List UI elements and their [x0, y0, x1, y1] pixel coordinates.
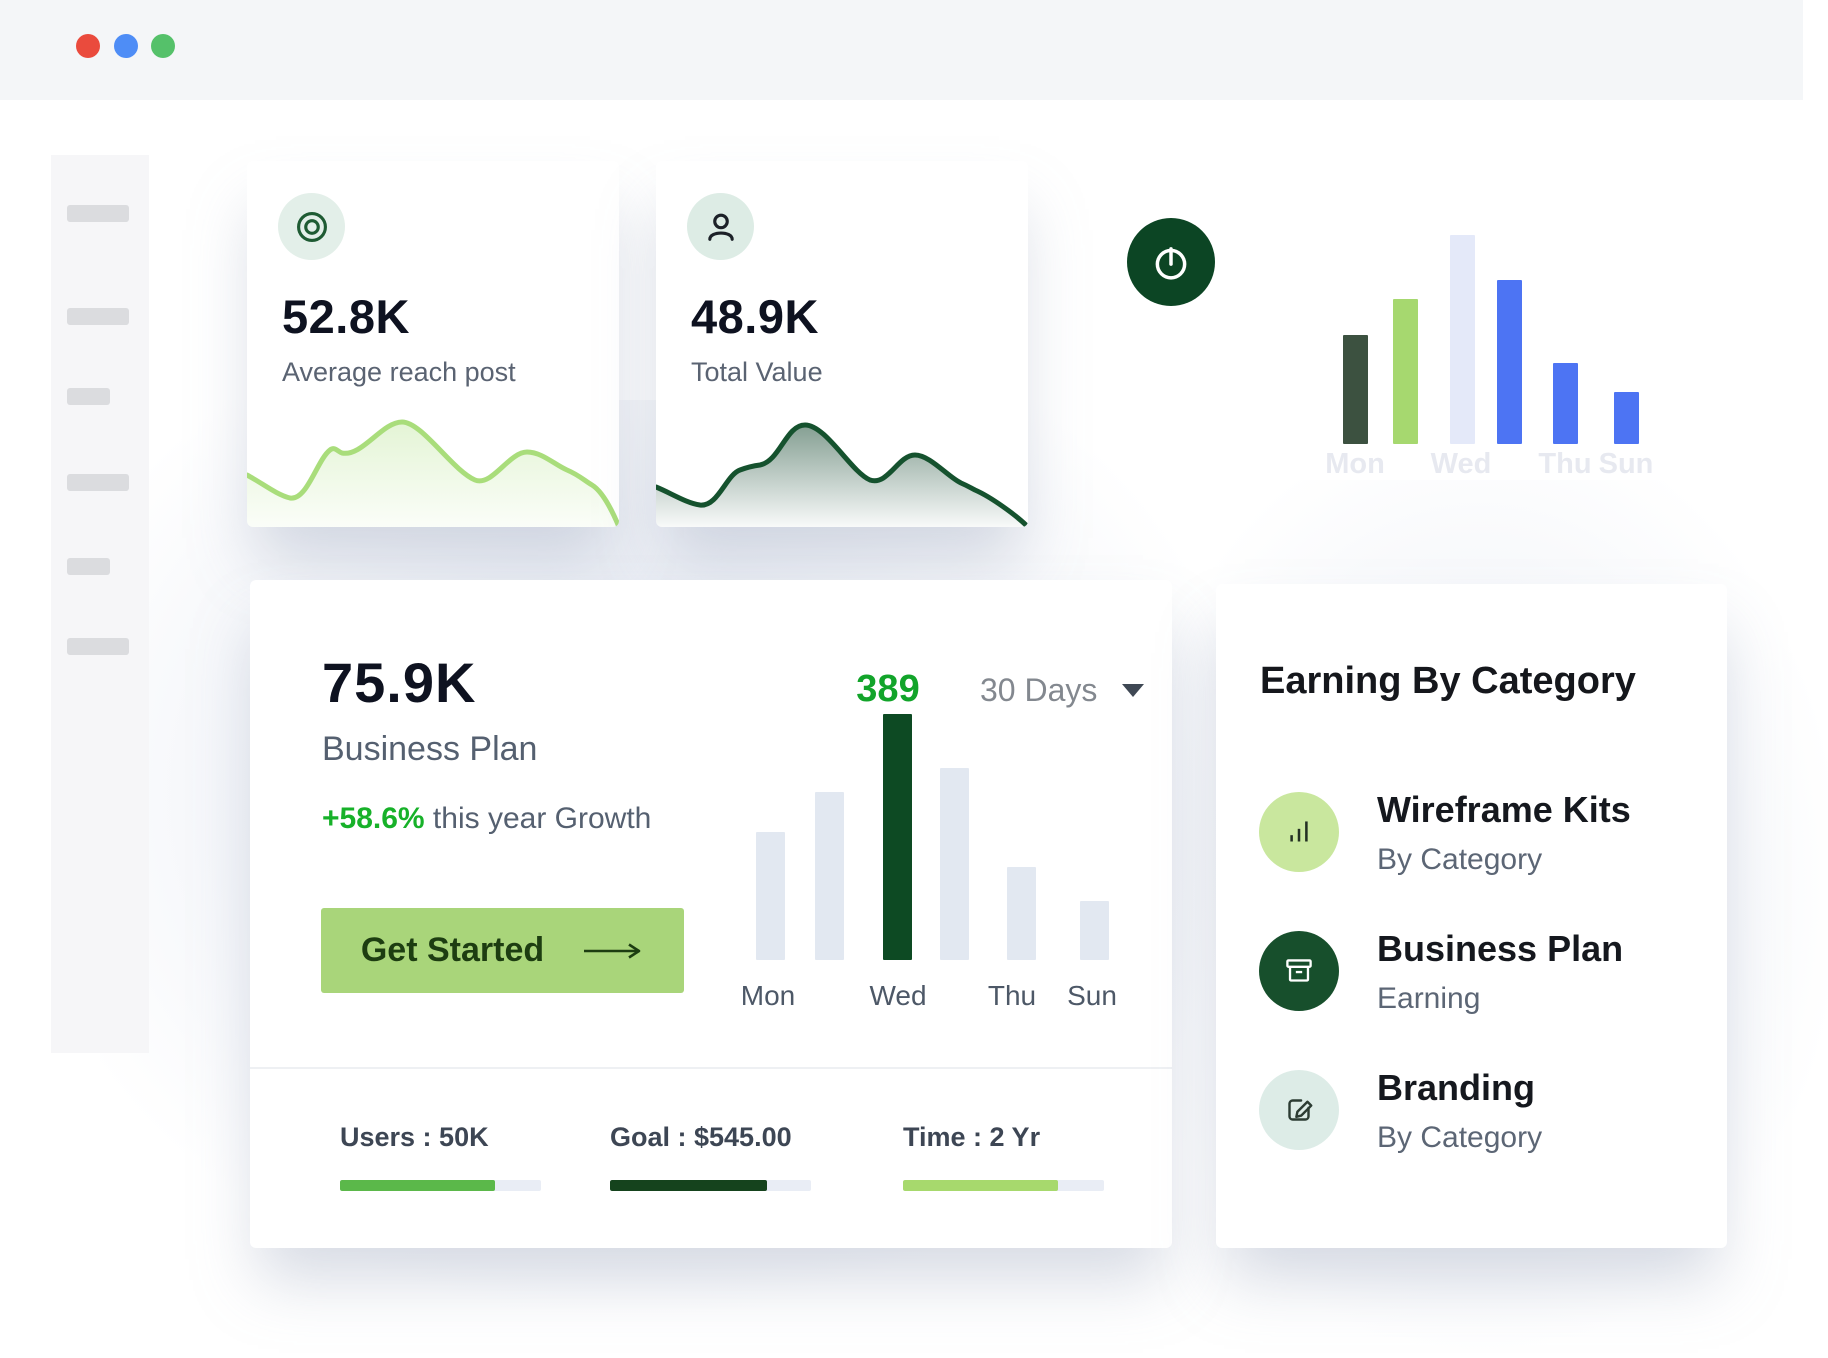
- stat-goal: Goal : $545.00: [610, 1122, 811, 1191]
- window-close-dot[interactable]: [76, 34, 100, 58]
- earnings-item-text: Wireframe Kits By Category: [1377, 792, 1631, 875]
- earnings-icon-circle: [1259, 1070, 1339, 1150]
- stat-card-total-value: 48.9K Total Value: [656, 161, 1028, 527]
- progress-track: [340, 1180, 541, 1191]
- window-zoom-dot[interactable]: [151, 34, 175, 58]
- progress-fill: [903, 1180, 1058, 1191]
- window-titlebar: [0, 0, 1803, 100]
- earnings-title: Earning By Category: [1260, 660, 1636, 702]
- range-label: 30 Days: [980, 672, 1098, 708]
- target-icon: [296, 211, 327, 242]
- x-axis-label: Thu: [1538, 448, 1592, 480]
- x-axis-label: Mon: [1325, 448, 1385, 480]
- growth-line: +58.6% this year Growth: [322, 802, 651, 836]
- earnings-icon-circle: [1259, 792, 1339, 872]
- sidebar: [51, 155, 149, 1053]
- stat-time: Time : 2 Yr: [903, 1122, 1104, 1191]
- weekly-mini-chart: Mon Wed Thu Sun: [1325, 200, 1730, 480]
- stat-label: Total Value: [691, 357, 823, 387]
- earnings-item-name: Business Plan: [1377, 928, 1624, 969]
- stat-value: 48.9K: [691, 290, 819, 343]
- stat-value: 52.8K: [282, 290, 410, 343]
- x-axis-label: Thu: [987, 980, 1037, 1011]
- get-started-label: Get Started: [360, 931, 545, 969]
- sidebar-item-placeholder: [67, 558, 110, 575]
- chevron-down-icon: [1122, 684, 1145, 697]
- earnings-item-sub: Earning: [1377, 982, 1481, 1015]
- stat-card-average-reach: 52.8K Average reach post: [247, 161, 619, 527]
- bar: [1007, 867, 1036, 960]
- bar-chart-icon: [1290, 821, 1308, 842]
- sidebar-item-placeholder: [67, 308, 129, 325]
- earnings-item-name: Wireframe Kits: [1377, 789, 1631, 830]
- window-minimize-dot[interactable]: [114, 34, 138, 58]
- bar: [1080, 901, 1109, 960]
- bar-highlighted: [883, 714, 912, 960]
- progress-track: [610, 1180, 811, 1191]
- x-axis-label: Sun: [1067, 980, 1117, 1011]
- stat-icon-circle: [687, 193, 754, 260]
- main-title: Business Plan: [322, 730, 538, 768]
- bar: [1393, 299, 1418, 444]
- stat-time-label: Time : 2 Yr: [903, 1122, 1041, 1152]
- bar: [756, 832, 785, 960]
- stat-users-label: Users : 50K: [340, 1122, 489, 1152]
- stat-label: Average reach post: [282, 357, 516, 387]
- bar: [1553, 363, 1578, 444]
- earnings-item-sub: By Category: [1377, 843, 1543, 876]
- bar: [1614, 392, 1639, 444]
- x-axis-label: Wed: [1430, 448, 1492, 480]
- main-value: 75.9K: [322, 651, 477, 714]
- earnings-icon-circle: [1259, 931, 1339, 1011]
- bar: [940, 768, 969, 960]
- progress-fill: [610, 1180, 767, 1191]
- get-started-button[interactable]: Get Started: [321, 908, 684, 993]
- area-sparkline-light-green: [247, 419, 619, 527]
- sidebar-item-placeholder: [67, 638, 129, 655]
- earnings-list: Wireframe Kits By Category Business Plan…: [1259, 792, 1631, 1153]
- earnings-item-business-plan[interactable]: Business Plan Earning: [1259, 931, 1631, 1014]
- bar: [1497, 280, 1522, 444]
- person-icon: [707, 213, 734, 241]
- bar: [815, 792, 844, 960]
- stat-goal-label: Goal : $545.00: [610, 1122, 792, 1152]
- area-sparkline-dark-green: [656, 422, 1028, 527]
- archive-box-icon: [1286, 959, 1312, 982]
- sidebar-item-placeholder: [67, 388, 110, 405]
- sidebar-item-placeholder: [67, 474, 129, 491]
- power-badge: [1127, 218, 1215, 306]
- earning-by-category-card: Earning By Category Wireframe Kits By Ca…: [1216, 584, 1727, 1248]
- progress-track: [903, 1180, 1104, 1191]
- growth-text: this year Growth: [424, 802, 652, 835]
- earnings-item-branding[interactable]: Branding By Category: [1259, 1070, 1631, 1153]
- earnings-item-wireframe-kits[interactable]: Wireframe Kits By Category: [1259, 792, 1631, 875]
- bar: [1450, 235, 1475, 444]
- growth-percent: +58.6%: [322, 802, 425, 835]
- stat-users: Users : 50K: [340, 1122, 541, 1191]
- sidebar-item-placeholder: [67, 205, 129, 222]
- stat-icon-circle: [278, 193, 345, 260]
- earnings-item-text: Branding By Category: [1377, 1070, 1542, 1153]
- business-plan-card: 75.9K Business Plan +58.6% this year Gro…: [250, 580, 1172, 1248]
- earnings-item-sub: By Category: [1377, 1121, 1543, 1154]
- power-icon: [1155, 247, 1187, 280]
- arrow-right-icon: [584, 942, 641, 959]
- highlight-bar-value: 389: [856, 668, 920, 710]
- earnings-item-text: Business Plan Earning: [1377, 931, 1623, 1014]
- range-dropdown[interactable]: 30 Days: [980, 672, 1145, 709]
- x-axis-label: Mon: [740, 980, 796, 1011]
- card-divider: [250, 1067, 1172, 1069]
- x-axis-label: Sun: [1598, 448, 1654, 480]
- earnings-item-name: Branding: [1377, 1067, 1535, 1108]
- bar: [1343, 335, 1368, 444]
- x-axis-label: Wed: [869, 980, 927, 1011]
- progress-fill: [340, 1180, 495, 1191]
- edit-icon: [1288, 1099, 1313, 1121]
